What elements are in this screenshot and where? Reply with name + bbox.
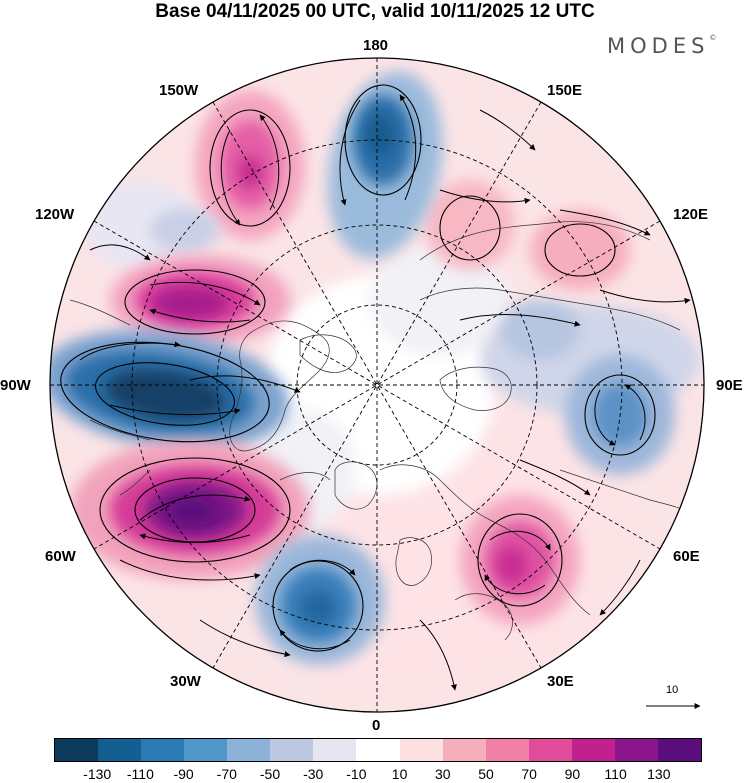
colorbar-tick-label: -50: [259, 766, 281, 782]
colorbar-swatch: [227, 739, 271, 761]
copyright-mark: ©: [709, 34, 717, 42]
lon-label-0: 0: [372, 717, 381, 734]
colorbar-tick-label: -130: [83, 766, 112, 782]
colorbar-tick-label: 30: [435, 766, 451, 782]
colorbar-tick-label: -10: [346, 766, 367, 782]
colorbar-swatch: [313, 739, 357, 761]
lon-label-120w: 120W: [35, 206, 75, 223]
colorbar-tick-label: -90: [173, 766, 194, 782]
colorbar-tick-label: 50: [478, 766, 494, 782]
lon-label-90e: 90E: [716, 377, 743, 394]
colorbar-tick-label: 90: [564, 766, 581, 782]
lon-label-150w: 150W: [159, 82, 199, 99]
colorbar-tick-labels: -130 -110 -90 -70 -50 -30 -10 10 30 50 70 90 110 130: [54, 766, 702, 783]
graticule: [50, 58, 704, 712]
colorbar-swatch: [141, 739, 185, 761]
colorbar-tick-label: 10: [391, 766, 408, 782]
colorbar-swatch: [485, 739, 529, 761]
colorbar-tick-label: -30: [303, 766, 324, 782]
colorbar-tick-label: 70: [521, 766, 537, 782]
colorbar-swatch: [98, 739, 142, 761]
colorbar-swatch: [528, 739, 572, 761]
colorbar-tick-label: -110: [126, 766, 154, 782]
colorbar-swatch: [614, 739, 658, 761]
wind-vectors: [79, 94, 691, 691]
map-border: [49, 57, 705, 713]
colorbar-swatch: [356, 739, 400, 761]
colorbar-swatch: [184, 739, 228, 761]
colorbar-swatch: [55, 739, 99, 761]
brand-text: MODES: [607, 34, 710, 58]
lon-label-60e: 60E: [673, 548, 700, 565]
colorbar-swatch: [657, 739, 701, 761]
colorbar-swatch: [571, 739, 615, 761]
modes-logo: MODES©: [607, 34, 716, 58]
colorbar: [54, 738, 702, 762]
lon-label-60w: 60W: [45, 548, 76, 565]
colorbar-swatch: [442, 739, 486, 761]
lon-label-150e: 150E: [547, 82, 583, 99]
lon-label-120e: 120E: [673, 206, 709, 223]
lon-label-30e: 30E: [547, 673, 574, 690]
lon-label-180: 180: [363, 37, 389, 54]
colorbar-swatch: [270, 739, 314, 761]
map-title: Base 04/11/2025 00 UTC, valid 10/11/2025…: [155, 1, 595, 22]
colorbar-tick-label: 130: [647, 766, 671, 782]
colorbar-tick-label: -70: [216, 766, 237, 782]
reference-vector-label: 10: [666, 684, 679, 696]
coastlines: [69, 221, 704, 641]
colorbar-swatch: [399, 739, 443, 761]
colorbar-tick-label: 110: [604, 766, 627, 782]
lon-label-30w: 30W: [170, 673, 201, 690]
lon-label-90w: 90W: [0, 377, 31, 394]
